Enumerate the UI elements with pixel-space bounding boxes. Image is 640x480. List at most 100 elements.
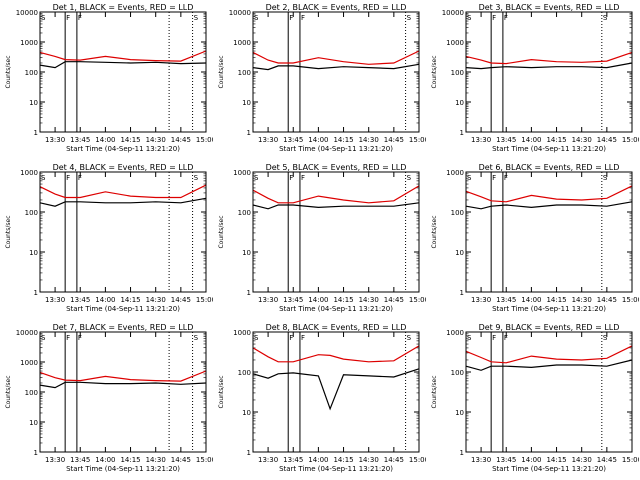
y-axis-label: Counts/sec (431, 55, 438, 88)
x-axis-label: Start Time (04-Sep-11 13:21:20) (492, 465, 606, 473)
y-tick-label: 100 (25, 389, 38, 397)
interval-marker: F (66, 334, 70, 342)
interval-marker: S (467, 14, 472, 22)
y-tick-label: 1000 (20, 359, 38, 367)
x-tick-label: 15:00 (622, 456, 639, 464)
detector-panel: Det 2, BLACK = Events, RED = LLD Counts/s… (218, 3, 426, 153)
x-tick-label: 14:15 (333, 136, 353, 144)
interval-marker: F (66, 174, 70, 182)
y-tick-label: 10000 (16, 9, 38, 17)
interval-marker: F (78, 174, 82, 182)
interval-marker: F (289, 14, 293, 22)
x-axis-label: Start Time (04-Sep-11 13:21:20) (279, 465, 393, 473)
y-tick-label: 1000 (446, 169, 464, 177)
series-line-events (252, 202, 420, 210)
detector-panel: Det 8, BLACK = Events, RED = LLD Counts/s… (218, 323, 426, 473)
interval-marker: S (41, 334, 46, 342)
panel-title: Det 8, BLACK = Events, RED = LLD (266, 323, 407, 332)
x-tick-label: 15:00 (409, 456, 426, 464)
x-tick-label: 14:30 (359, 456, 379, 464)
x-tick-label: 14:30 (359, 136, 379, 144)
plot-frame (39, 11, 207, 133)
series-line-events (465, 201, 633, 210)
y-axis-label: Counts/sec (5, 375, 12, 408)
x-tick-label: 14:15 (333, 456, 353, 464)
y-tick-label: 1 (34, 129, 38, 137)
series-line-events (465, 359, 633, 371)
x-tick-label: 13:45 (496, 456, 516, 464)
interval-marker: S (603, 14, 608, 22)
y-tick-label: 10 (455, 409, 464, 417)
x-axis-label: Start Time (04-Sep-11 13:21:20) (279, 305, 393, 313)
y-tick-label: 1000 (233, 39, 251, 47)
interval-marker: F (504, 174, 508, 182)
y-axis-label: Counts/sec (431, 215, 438, 248)
interval-marker: F (492, 14, 496, 22)
x-tick-label: 14:15 (546, 456, 566, 464)
x-tick-label: 13:30 (471, 296, 491, 304)
y-tick-label: 1 (460, 289, 464, 297)
y-axis-label: Counts/sec (218, 215, 225, 248)
y-tick-label: 10 (455, 99, 464, 107)
panel-title: Det 7, BLACK = Events, RED = LLD (53, 323, 194, 332)
interval-marker: S (41, 14, 46, 22)
x-tick-label: 14:45 (384, 456, 404, 464)
detector-panel: Det 4, BLACK = Events, RED = LLD Counts/s… (5, 163, 213, 313)
x-tick-label: 13:30 (471, 136, 491, 144)
x-tick-label: 14:45 (171, 296, 191, 304)
plot-frame (39, 331, 207, 453)
y-tick-label: 1 (247, 289, 251, 297)
x-axis-label: Start Time (04-Sep-11 13:21:20) (492, 145, 606, 153)
x-tick-label: 14:15 (120, 136, 140, 144)
y-tick-label: 1 (34, 289, 38, 297)
x-tick-label: 13:45 (70, 296, 90, 304)
x-tick-label: 15:00 (622, 296, 639, 304)
x-tick-label: 13:30 (45, 136, 65, 144)
panel-title: Det 9, BLACK = Events, RED = LLD (479, 323, 620, 332)
y-tick-label: 10 (242, 409, 251, 417)
series-line-lld (465, 185, 633, 203)
plot-frame (252, 11, 420, 133)
y-tick-label: 10 (455, 249, 464, 257)
x-axis-label: Start Time (04-Sep-11 13:21:20) (279, 145, 393, 153)
x-tick-label: 14:00 (521, 136, 541, 144)
x-tick-label: 14:45 (384, 296, 404, 304)
panel-title: Det 5, BLACK = Events, RED = LLD (266, 163, 407, 172)
x-tick-label: 14:45 (171, 456, 191, 464)
y-tick-label: 1 (247, 449, 251, 457)
y-tick-label: 1000 (446, 39, 464, 47)
interval-marker: S (407, 14, 412, 22)
x-tick-label: 14:30 (572, 456, 592, 464)
x-tick-label: 15:00 (409, 136, 426, 144)
x-tick-label: 13:30 (258, 296, 278, 304)
detector-panel: Det 1, BLACK = Events, RED = LLD Counts/s… (5, 3, 213, 153)
x-tick-label: 14:30 (146, 296, 166, 304)
series-line-events (39, 61, 207, 69)
y-tick-label: 100 (238, 209, 251, 217)
x-tick-label: 15:00 (196, 456, 213, 464)
x-tick-label: 14:15 (546, 296, 566, 304)
interval-marker: S (467, 334, 472, 342)
x-tick-label: 13:45 (496, 296, 516, 304)
x-tick-label: 13:45 (70, 456, 90, 464)
series-line-events (252, 63, 420, 71)
y-tick-label: 10 (242, 99, 251, 107)
y-tick-label: 1000 (446, 329, 464, 337)
x-tick-label: 13:30 (258, 456, 278, 464)
interval-marker: S (467, 174, 472, 182)
interval-marker: F (78, 334, 82, 342)
x-axis-label: Start Time (04-Sep-11 13:21:20) (66, 145, 180, 153)
plot-frame (465, 171, 633, 293)
y-tick-label: 1000 (233, 329, 251, 337)
x-tick-label: 14:15 (333, 296, 353, 304)
plot-frame (252, 331, 420, 453)
interval-marker: S (41, 174, 46, 182)
x-tick-label: 14:30 (572, 136, 592, 144)
interval-marker: F (492, 334, 496, 342)
interval-marker: F (301, 334, 305, 342)
x-axis-label: Start Time (04-Sep-11 13:21:20) (66, 305, 180, 313)
panel-title: Det 4, BLACK = Events, RED = LLD (53, 163, 194, 172)
x-tick-label: 13:30 (45, 296, 65, 304)
interval-marker: S (254, 14, 259, 22)
panel-title: Det 6, BLACK = Events, RED = LLD (479, 163, 620, 172)
